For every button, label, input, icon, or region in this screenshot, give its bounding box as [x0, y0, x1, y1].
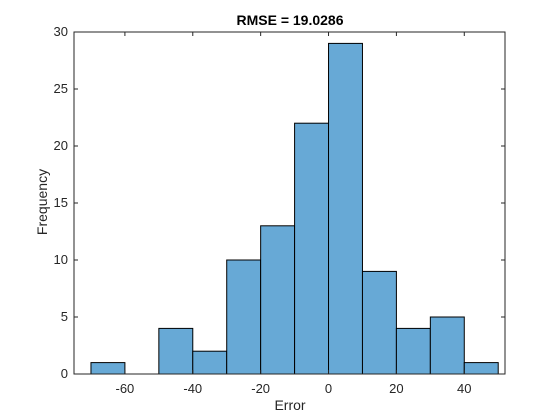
- y-axis-label: Frequency: [34, 169, 50, 235]
- histogram-bar: [226, 259, 262, 375]
- y-tick-label: 30: [54, 24, 68, 39]
- x-tick-label: -60: [116, 381, 135, 396]
- histogram-bar: [395, 327, 431, 375]
- y-tick-label: 10: [54, 252, 68, 267]
- x-tick-label: -40: [183, 381, 202, 396]
- histogram-bar: [361, 270, 397, 375]
- histogram-bar: [429, 316, 465, 375]
- histogram-bar: [192, 350, 228, 375]
- y-tick-label: 25: [54, 81, 68, 96]
- y-tick-label: 15: [54, 195, 68, 210]
- histogram-bar: [463, 362, 499, 375]
- histogram-bar: [158, 327, 194, 375]
- x-tick-label: 0: [325, 381, 332, 396]
- y-tick-label: 20: [54, 138, 68, 153]
- x-tick-label: -20: [251, 381, 270, 396]
- histogram-bar: [328, 42, 363, 375]
- bars-group: [90, 42, 499, 375]
- x-tick-label: 20: [389, 381, 403, 396]
- y-tick-label: 0: [61, 366, 68, 381]
- x-tick-label: 40: [457, 381, 471, 396]
- histogram-bar: [294, 122, 330, 375]
- axes-group: -60 -40 -20 0 20 40 0 5 10 15 20 25 30: [54, 24, 506, 396]
- y-tick-label: 5: [61, 309, 68, 324]
- histogram-bar: [90, 362, 126, 375]
- x-axis-label: Error: [274, 397, 305, 413]
- histogram-bar: [260, 225, 296, 375]
- chart-title: RMSE = 19.0286: [236, 12, 343, 28]
